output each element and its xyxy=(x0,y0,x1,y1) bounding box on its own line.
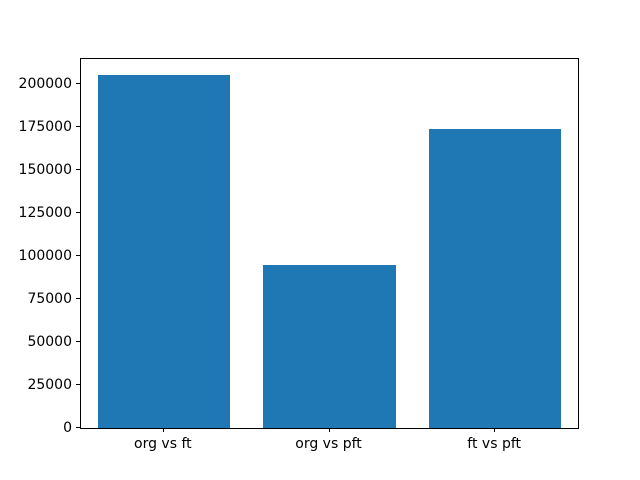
plot-area xyxy=(80,58,579,429)
x-tick-mark xyxy=(162,428,164,432)
x-tick-label: org vs ft xyxy=(134,436,192,452)
y-tick-mark xyxy=(76,168,80,170)
y-tick-mark xyxy=(76,297,80,299)
bar xyxy=(263,264,396,428)
x-tick-label: org vs pft xyxy=(295,436,362,452)
y-tick-mark xyxy=(76,211,80,213)
y-tick-mark xyxy=(76,383,80,385)
y-tick-mark xyxy=(76,82,80,84)
y-tick-label: 150000 xyxy=(18,161,72,178)
bar xyxy=(97,75,231,428)
y-tick-label: 50000 xyxy=(27,333,72,350)
y-tick-label: 125000 xyxy=(18,204,72,221)
y-tick-mark xyxy=(76,125,80,127)
x-tick-mark xyxy=(494,428,496,432)
y-tick-mark xyxy=(76,427,80,428)
y-tick-label: 100000 xyxy=(18,247,72,264)
y-tick-mark xyxy=(76,254,80,256)
x-tick-label: ft vs pft xyxy=(467,436,522,452)
y-tick-label: 175000 xyxy=(18,118,72,135)
x-tick-mark xyxy=(328,428,330,432)
y-tick-label: 200000 xyxy=(18,75,72,92)
y-tick-label: 25000 xyxy=(27,376,72,393)
y-tick-mark xyxy=(76,340,80,342)
bar xyxy=(428,128,562,428)
y-tick-label: 75000 xyxy=(27,290,72,307)
y-tick-label: 0 xyxy=(63,420,72,436)
